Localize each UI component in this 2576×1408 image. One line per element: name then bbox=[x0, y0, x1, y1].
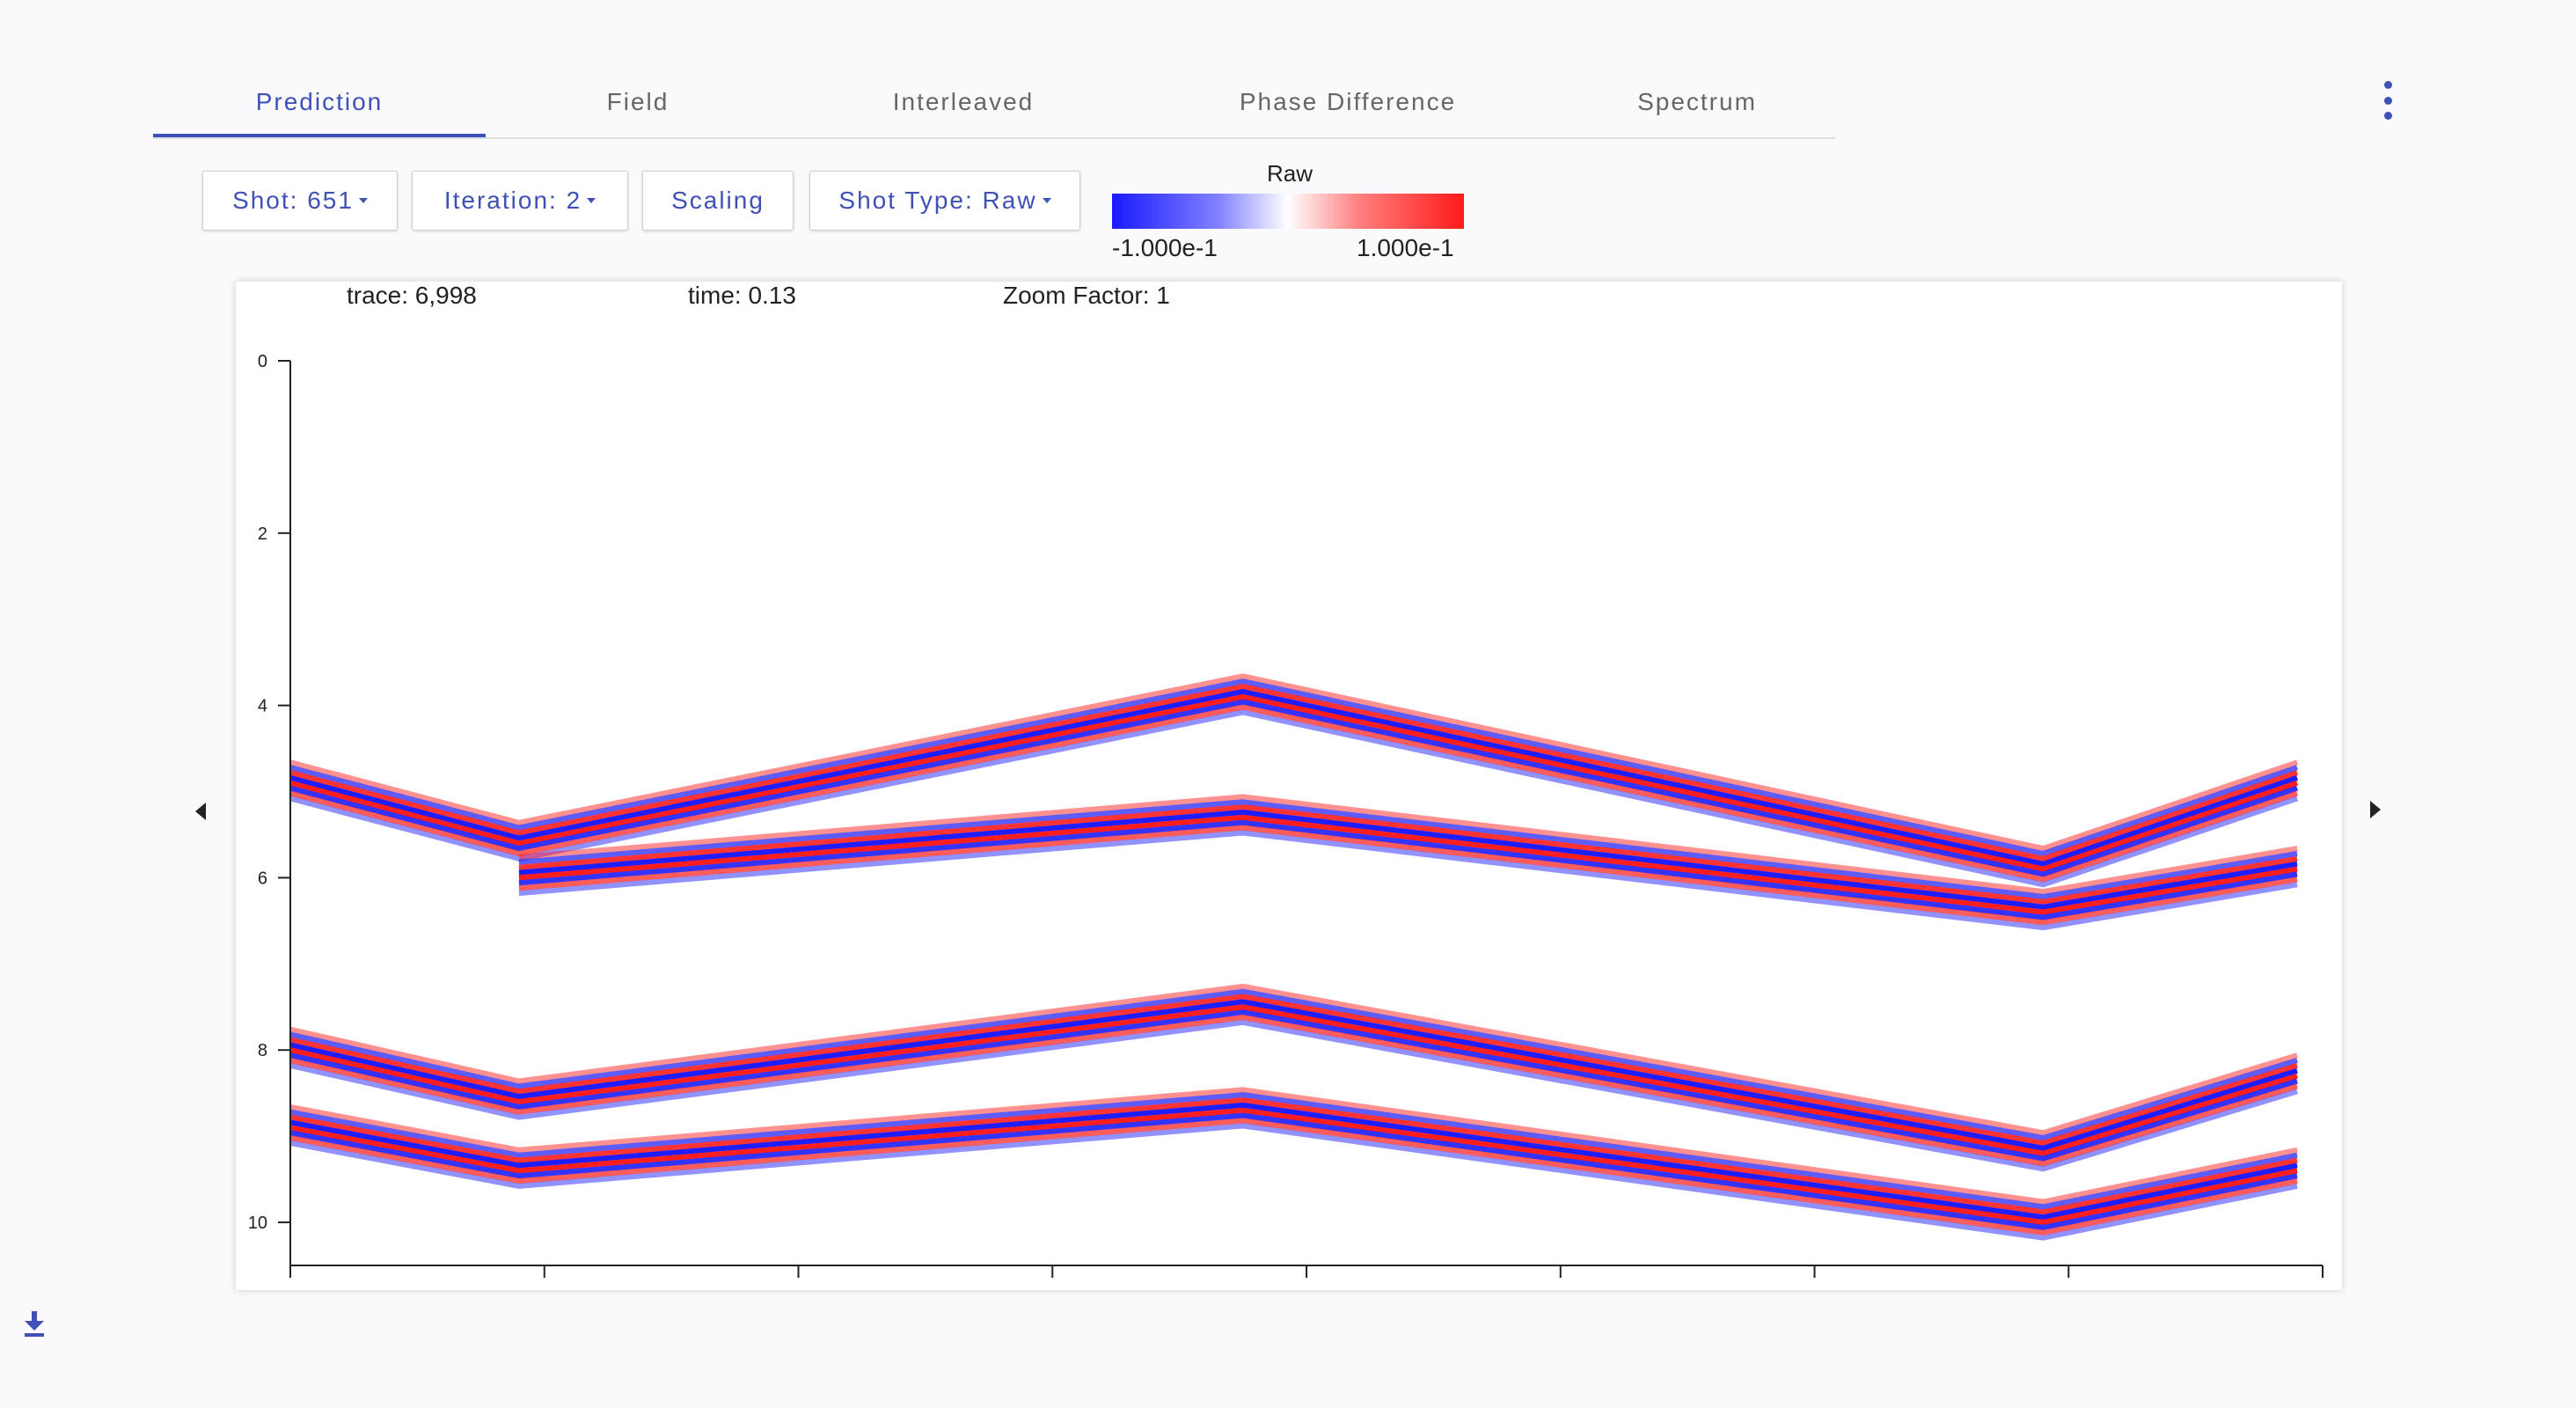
scaling-button[interactable]: Scaling bbox=[642, 171, 794, 231]
event-band bbox=[290, 988, 2298, 1141]
event-band bbox=[290, 1123, 2298, 1241]
event-band bbox=[290, 709, 2299, 888]
y-tick-label: 2 bbox=[258, 524, 267, 544]
event-band bbox=[290, 1019, 2298, 1172]
y-tick-label: 6 bbox=[258, 869, 267, 888]
colorbar-title: Raw bbox=[1267, 160, 1314, 187]
event-band bbox=[518, 825, 2298, 926]
seismic-event-4 bbox=[290, 1087, 2298, 1241]
event-band bbox=[290, 693, 2299, 872]
tab-spectrum[interactable]: Spectrum bbox=[1637, 88, 1757, 115]
y-tick-label: 10 bbox=[248, 1214, 267, 1233]
event-band bbox=[518, 804, 2298, 905]
shot-dropdown-label: Shot: 651 bbox=[232, 187, 354, 214]
colorbar bbox=[1112, 194, 1464, 229]
active-tab-indicator bbox=[153, 134, 486, 137]
event-band bbox=[518, 830, 2298, 931]
seismic-plot[interactable]: 02468106,8406,8606,8806,9006,9206,9406,9… bbox=[236, 282, 2342, 1290]
event-band bbox=[290, 1015, 2298, 1167]
seismic-event-1 bbox=[290, 673, 2299, 888]
event-band bbox=[290, 1118, 2298, 1236]
trace-readout: trace: 6,998 bbox=[347, 282, 477, 309]
event-band bbox=[290, 1087, 2298, 1205]
tab-field[interactable]: Field bbox=[606, 88, 670, 115]
event-band bbox=[290, 1107, 2298, 1225]
shot-dropdown-button[interactable]: Shot: 651 bbox=[202, 171, 398, 231]
plot-axes: 02468106,8406,8606,8806,9006,9206,9406,9… bbox=[248, 352, 2324, 1278]
event-band bbox=[290, 699, 2299, 877]
shot-type-dropdown-button[interactable]: Shot Type: Raw bbox=[809, 171, 1080, 231]
seismic-events bbox=[290, 673, 2299, 1241]
tab-prediction[interactable]: Prediction bbox=[255, 88, 384, 115]
y-tick-label: 4 bbox=[258, 697, 267, 716]
event-band bbox=[290, 673, 2299, 852]
event-band bbox=[290, 704, 2299, 883]
prev-shot-arrow-icon[interactable] bbox=[195, 803, 206, 820]
event-band bbox=[290, 983, 2298, 1136]
tab-phase-difference[interactable]: Phase Difference bbox=[1239, 88, 1457, 115]
chevron-down-icon bbox=[358, 198, 368, 203]
seismic-event-3 bbox=[290, 983, 2298, 1172]
seismic-plot-card: 02468106,8406,8606,8806,9006,9206,9406,9… bbox=[236, 282, 2342, 1290]
event-band bbox=[518, 814, 2298, 915]
event-band bbox=[290, 684, 2299, 862]
event-band bbox=[290, 678, 2299, 856]
chevron-down-icon bbox=[587, 198, 596, 203]
event-band bbox=[290, 1112, 2298, 1230]
y-tick-label: 8 bbox=[258, 1041, 267, 1060]
next-shot-arrow-icon[interactable] bbox=[2370, 801, 2381, 818]
shot-type-dropdown-label: Shot Type: Raw bbox=[838, 187, 1037, 214]
kebab-menu-icon[interactable] bbox=[2375, 81, 2400, 120]
tab-bar: Prediction Field Interleaved Phase Diffe… bbox=[153, 67, 1835, 139]
event-band bbox=[290, 1102, 2298, 1221]
iteration-dropdown-label: Iteration: 2 bbox=[443, 187, 582, 214]
zoom-readout: Zoom Factor: 1 bbox=[1003, 282, 1170, 309]
colorbar-min-label: -1.000e-1 bbox=[1112, 234, 1218, 261]
scaling-label: Scaling bbox=[671, 187, 765, 214]
event-band bbox=[518, 819, 2298, 920]
event-band bbox=[290, 1097, 2298, 1215]
event-band bbox=[290, 994, 2298, 1146]
chevron-down-icon bbox=[1042, 198, 1051, 203]
event-band bbox=[290, 1009, 2298, 1162]
seismic-event-2 bbox=[518, 794, 2298, 931]
event-band bbox=[518, 799, 2298, 899]
event-band bbox=[518, 810, 2298, 910]
download-icon[interactable] bbox=[23, 1311, 46, 1338]
event-band bbox=[290, 689, 2299, 867]
colorbar-max-label: 1.000e-1 bbox=[1357, 234, 1454, 261]
iteration-dropdown-button[interactable]: Iteration: 2 bbox=[412, 171, 628, 231]
time-readout: time: 0.13 bbox=[688, 282, 796, 309]
event-band bbox=[290, 1004, 2298, 1156]
event-band bbox=[290, 999, 2298, 1151]
event-band bbox=[518, 794, 2298, 895]
tab-interleaved[interactable]: Interleaved bbox=[892, 88, 1035, 115]
event-band bbox=[290, 1092, 2298, 1210]
y-tick-label: 0 bbox=[258, 352, 267, 371]
